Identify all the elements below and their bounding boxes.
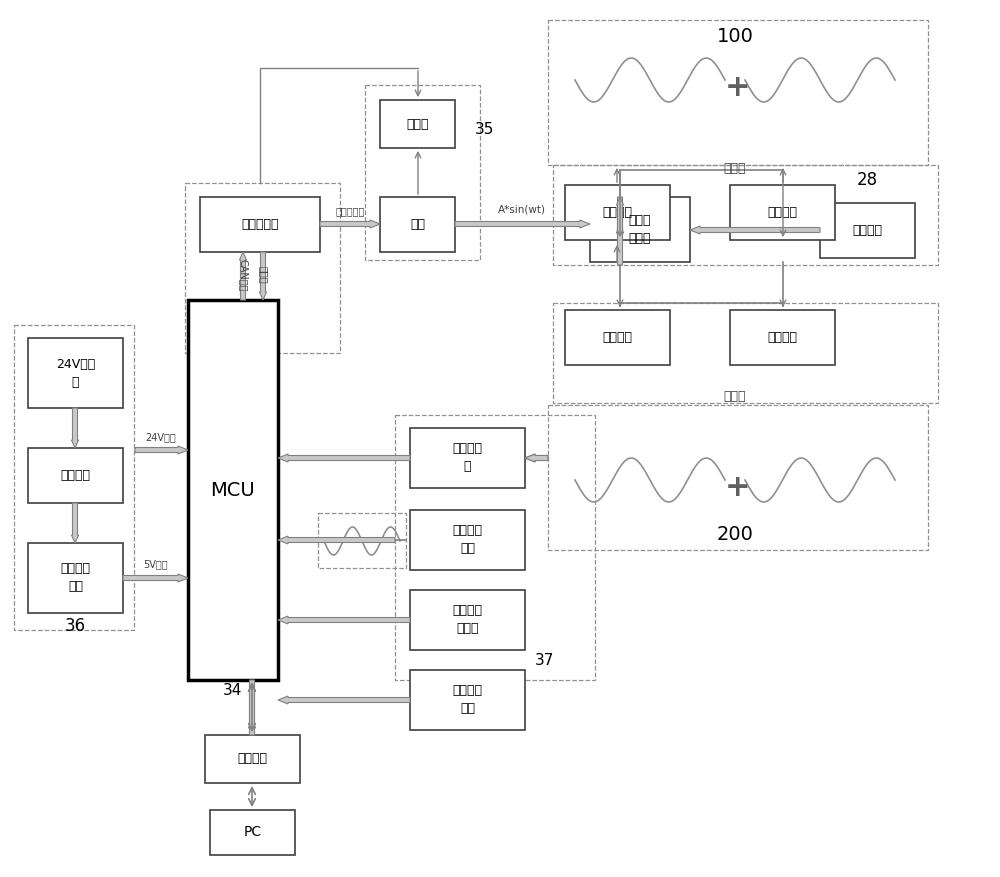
Bar <box>380 197 455 252</box>
FancyArrow shape <box>278 536 395 544</box>
Text: MCU: MCU <box>211 481 255 500</box>
Text: 丝杠滑
块机构: 丝杠滑 块机构 <box>629 214 651 245</box>
Bar <box>410 670 525 730</box>
FancyArrow shape <box>248 683 256 735</box>
FancyArrow shape <box>278 454 410 462</box>
Bar <box>188 300 278 680</box>
Bar <box>28 543 123 613</box>
FancyArrow shape <box>72 503 78 543</box>
Text: +: + <box>725 73 751 102</box>
Text: 24V电压: 24V电压 <box>146 432 176 442</box>
Bar <box>318 513 406 568</box>
Text: 37: 37 <box>535 653 554 668</box>
Text: 位移传感
器: 位移传感 器 <box>452 443 482 474</box>
Text: 24V锂电
池: 24V锂电 池 <box>56 358 95 389</box>
Bar <box>730 185 835 240</box>
Bar <box>210 810 295 855</box>
Text: 左侧负重: 左侧负重 <box>602 206 633 219</box>
Text: 滑轮组: 滑轮组 <box>724 390 746 403</box>
Text: 三相交流电: 三相交流电 <box>335 206 365 216</box>
Text: 电机驱动器: 电机驱动器 <box>241 218 279 231</box>
Text: 电压转化
模块: 电压转化 模块 <box>60 562 90 594</box>
FancyArrow shape <box>260 252 266 300</box>
Bar <box>590 197 690 262</box>
Text: 右侧负重: 右侧负重 <box>768 331 798 344</box>
Text: 35: 35 <box>475 122 494 137</box>
FancyArrow shape <box>320 220 380 228</box>
Text: 滑轮组: 滑轮组 <box>724 162 746 175</box>
Text: 100: 100 <box>717 27 753 46</box>
Text: 28: 28 <box>856 171 878 189</box>
Text: 5V电压: 5V电压 <box>143 559 167 569</box>
Bar <box>410 590 525 650</box>
Text: 34: 34 <box>223 683 243 698</box>
Bar <box>28 448 123 503</box>
FancyArrow shape <box>240 252 246 300</box>
Text: 直流电: 直流电 <box>258 267 268 284</box>
Text: +: + <box>725 473 751 502</box>
Bar <box>395 415 595 680</box>
Bar <box>200 197 320 252</box>
Bar <box>730 310 835 365</box>
FancyArrow shape <box>525 454 548 462</box>
FancyArrow shape <box>123 574 188 582</box>
Text: 36: 36 <box>65 617 86 635</box>
FancyArrow shape <box>278 696 410 704</box>
FancyArrow shape <box>525 454 548 462</box>
FancyArrow shape <box>616 197 624 265</box>
Bar <box>565 310 670 365</box>
Bar <box>14 325 134 630</box>
Text: 200: 200 <box>717 525 753 544</box>
Bar <box>380 100 455 148</box>
Text: 足底压力
传感器: 足底压力 传感器 <box>452 604 482 636</box>
FancyArrow shape <box>278 616 410 624</box>
Text: 模式切换
开关: 模式切换 开关 <box>452 685 482 716</box>
Text: 左侧负重: 左侧负重 <box>602 331 633 344</box>
FancyArrow shape <box>616 197 624 240</box>
Bar <box>28 338 123 408</box>
Bar <box>205 735 300 783</box>
Bar <box>410 428 525 488</box>
Bar <box>185 183 340 353</box>
Bar <box>553 303 938 403</box>
Text: 加速度传
感器: 加速度传 感器 <box>452 524 482 555</box>
Text: PC: PC <box>243 825 262 839</box>
Text: 锁止模块: 锁止模块 <box>852 224 883 237</box>
Text: 串口蓝牙: 串口蓝牙 <box>238 752 268 766</box>
Text: 电机: 电机 <box>410 218 425 231</box>
Bar <box>410 510 525 570</box>
Bar <box>548 405 928 550</box>
Text: 编码器: 编码器 <box>406 118 429 131</box>
FancyArrow shape <box>455 220 590 228</box>
Bar <box>553 165 938 265</box>
FancyArrow shape <box>72 408 78 448</box>
Bar <box>820 203 915 258</box>
FancyArrow shape <box>135 446 188 454</box>
Text: 右侧负重: 右侧负重 <box>768 206 798 219</box>
FancyArrow shape <box>248 680 256 735</box>
Text: A*sin(wt): A*sin(wt) <box>498 204 546 214</box>
Bar <box>548 20 928 165</box>
Text: CAN总线: CAN总线 <box>238 259 248 291</box>
FancyArrow shape <box>690 226 820 234</box>
Text: 电源开关: 电源开关 <box>60 469 90 482</box>
Bar <box>565 185 670 240</box>
Bar <box>365 85 480 260</box>
